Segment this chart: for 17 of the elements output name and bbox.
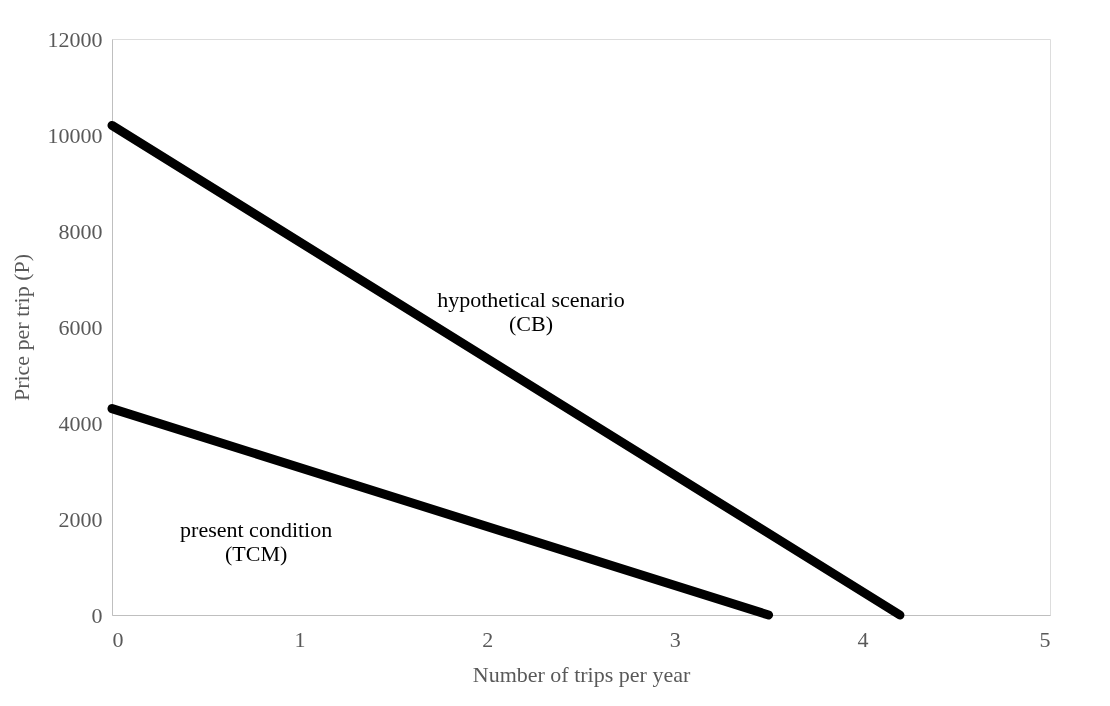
x-tick-label: 1 bbox=[294, 626, 306, 652]
x-tick-label: 0 bbox=[112, 626, 124, 652]
y-axis-title: Price per trip (P) bbox=[8, 253, 34, 402]
y-tick-label: 12000 bbox=[47, 26, 103, 52]
y-tick-label: 0 bbox=[91, 602, 103, 628]
y-tick-label: 10000 bbox=[47, 122, 103, 148]
x-tick-label: 5 bbox=[1039, 626, 1051, 652]
y-tick-label: 8000 bbox=[58, 218, 103, 244]
x-tick-label: 3 bbox=[669, 626, 681, 652]
x-tick-label: 2 bbox=[482, 626, 494, 652]
series-label: hypothetical scenario (CB) bbox=[437, 287, 625, 337]
y-tick-label: 4000 bbox=[58, 410, 103, 436]
x-axis-title: Number of trips per year bbox=[472, 661, 691, 687]
x-tick-label: 4 bbox=[857, 626, 869, 652]
series-label: present condition (TCM) bbox=[180, 517, 333, 567]
y-tick-label: 2000 bbox=[58, 506, 103, 532]
y-tick-label: 6000 bbox=[58, 314, 103, 340]
